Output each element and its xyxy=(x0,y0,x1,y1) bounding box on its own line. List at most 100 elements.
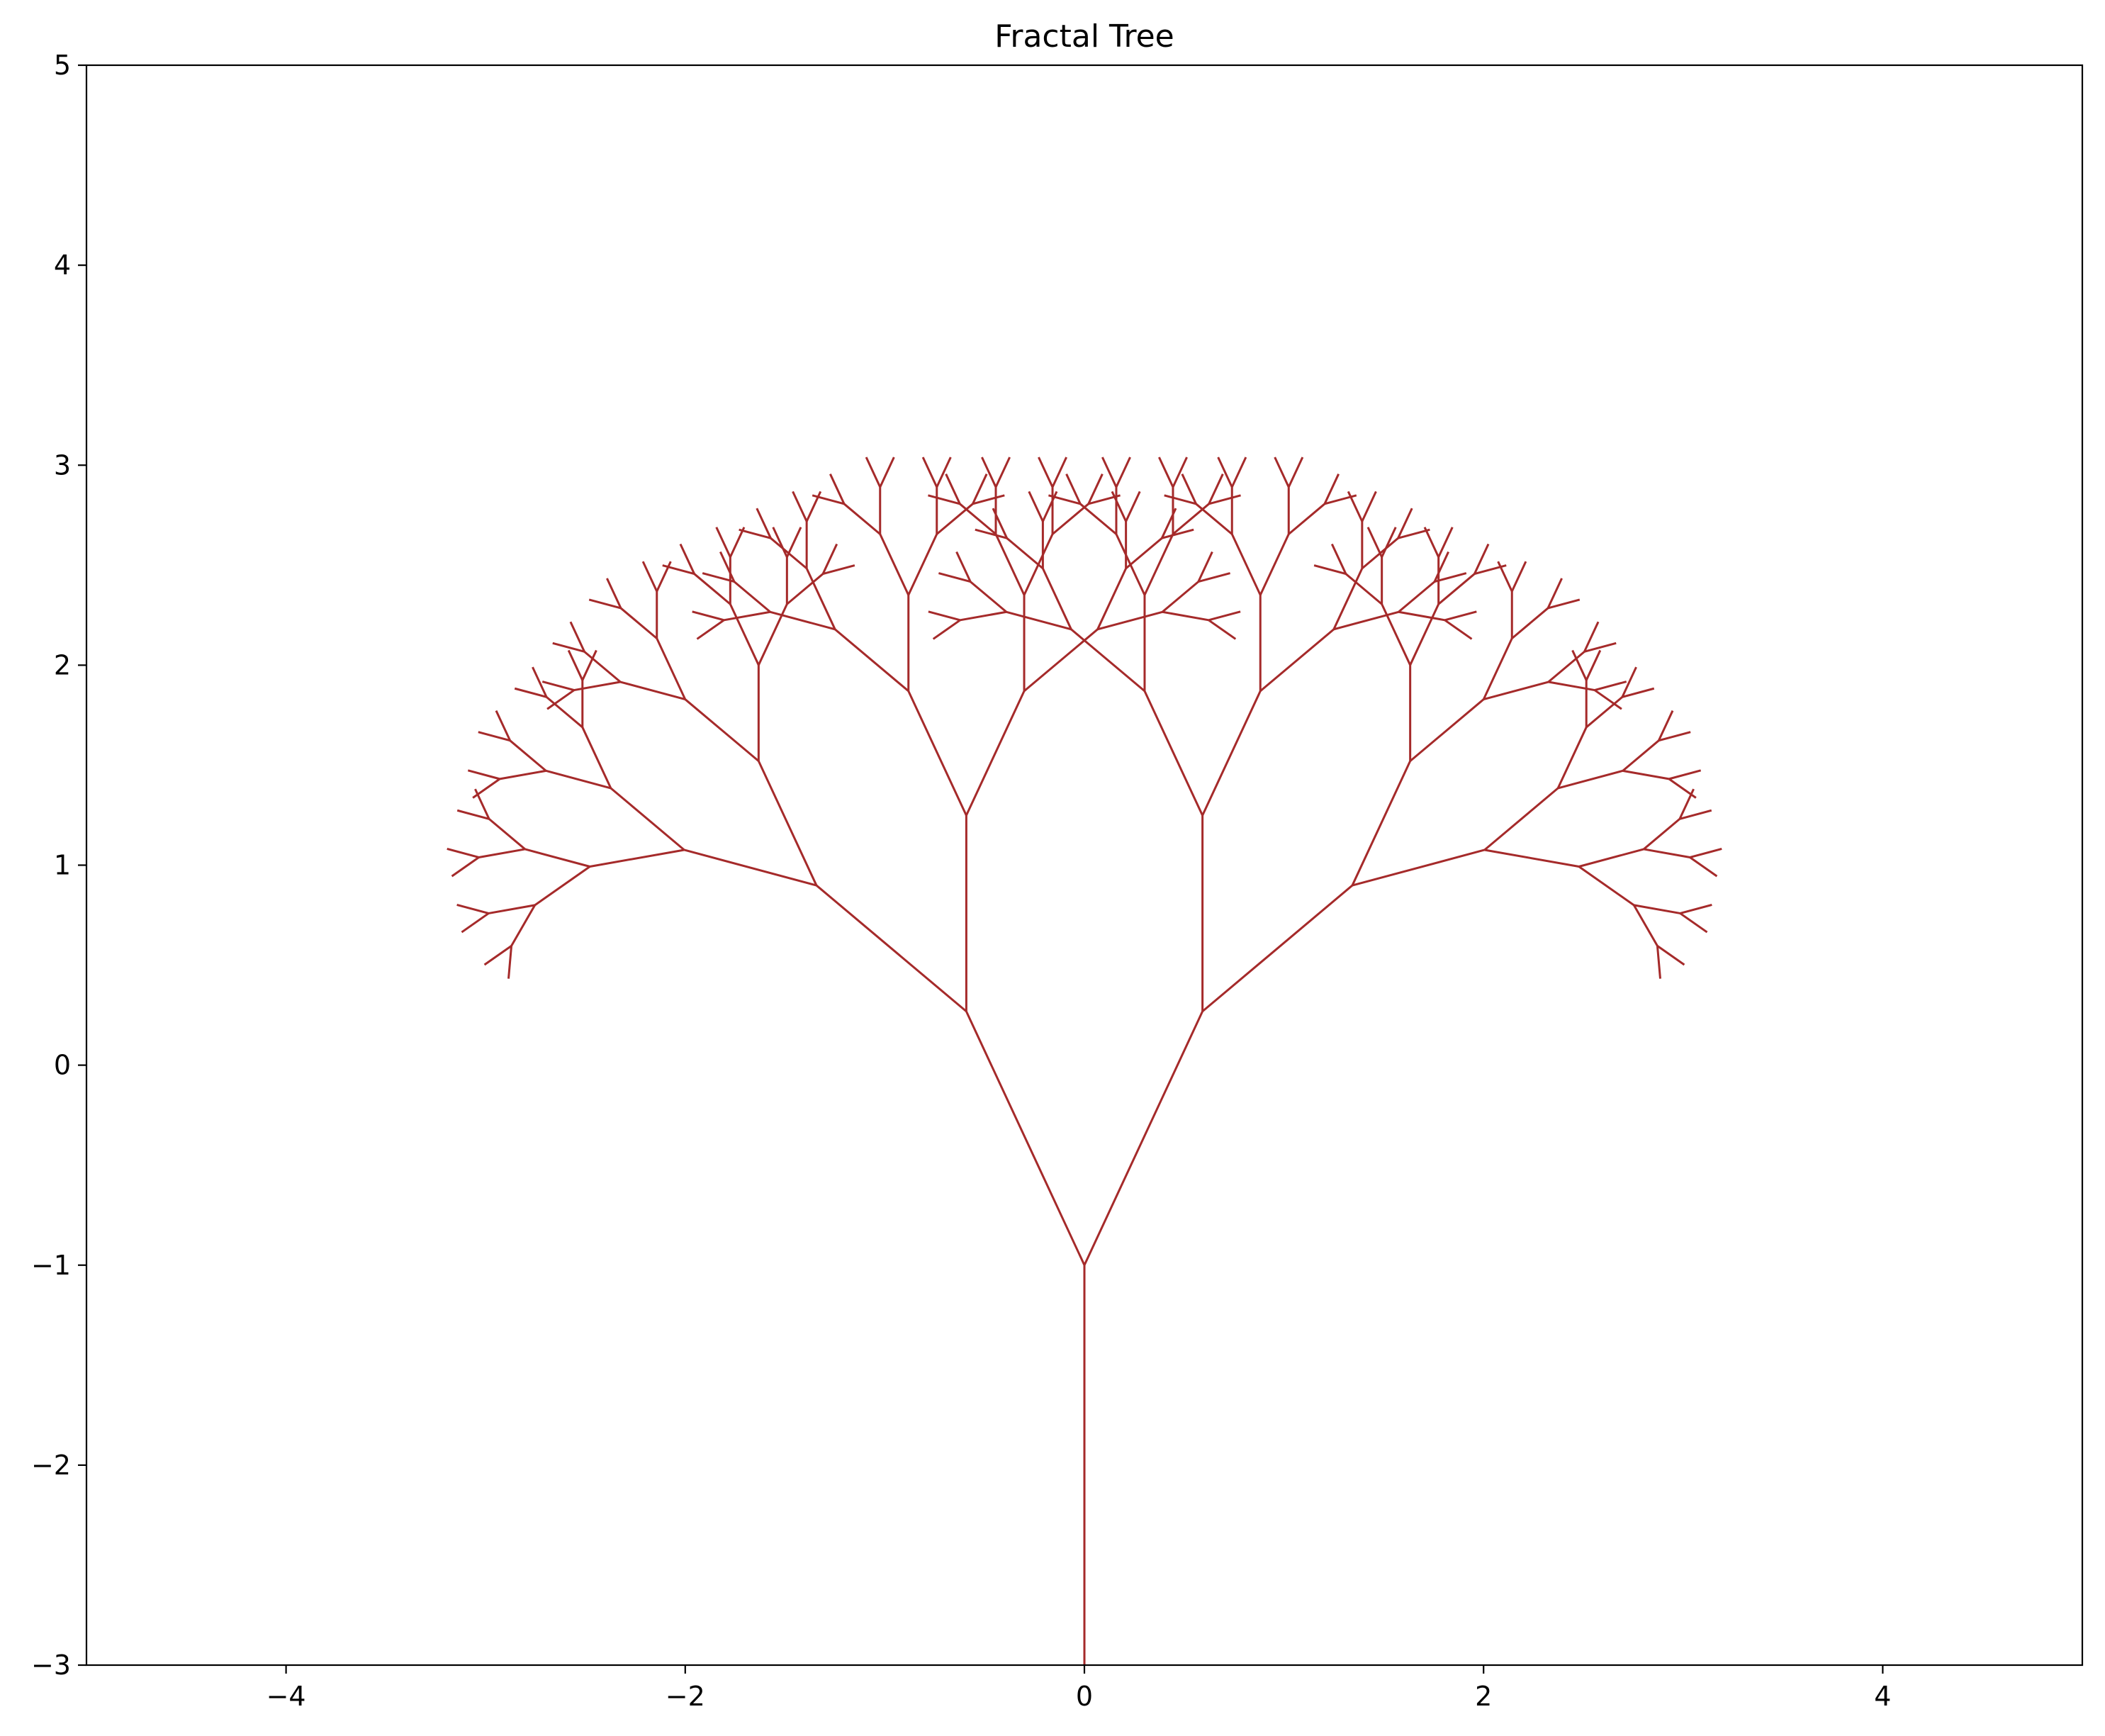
tree-branch xyxy=(1484,849,1580,868)
x-tick-label: 0 xyxy=(1076,1681,1093,1712)
tree-branch xyxy=(1028,491,1044,522)
y-tick-label: 0 xyxy=(54,1050,71,1081)
tree-branch xyxy=(1287,457,1304,488)
tree-branch xyxy=(936,457,952,488)
tree-branch xyxy=(792,491,808,522)
tree-branch xyxy=(696,619,725,640)
tree-branch xyxy=(573,681,621,692)
tree-branch xyxy=(972,474,988,505)
tree-branch xyxy=(805,568,836,630)
tree-branch xyxy=(865,457,882,488)
tree-branch xyxy=(938,572,971,583)
tree-branch xyxy=(692,610,724,622)
tree-branch xyxy=(514,687,547,698)
tree-branch xyxy=(1622,739,1660,772)
tree-branch xyxy=(1658,731,1691,742)
tree-branch xyxy=(1668,769,1702,780)
x-tick-label: −2 xyxy=(666,1681,705,1712)
tree-branch xyxy=(483,945,512,966)
tree-branch xyxy=(975,528,1008,539)
x-tick-label: 2 xyxy=(1475,1681,1492,1712)
tree-branch xyxy=(1164,494,1196,505)
tree-branch xyxy=(1434,572,1467,583)
tree-branch xyxy=(1115,533,1146,596)
tree-branch xyxy=(1656,946,1661,979)
tree-branch xyxy=(1444,610,1477,622)
tree-branch xyxy=(1143,690,1203,816)
tree-branch xyxy=(702,572,735,583)
tree-branch xyxy=(1633,905,1658,947)
tree-branch xyxy=(684,698,760,762)
tree-branch xyxy=(1038,457,1054,488)
tree-branch xyxy=(965,1011,1086,1266)
tree-branch xyxy=(662,564,695,576)
tree-branch xyxy=(488,818,526,851)
tree-branch xyxy=(1195,503,1233,535)
x-tick-label: 4 xyxy=(1874,1681,1891,1712)
tree-branch xyxy=(932,619,961,640)
tree-branch xyxy=(545,769,612,790)
tree-branch xyxy=(724,610,770,622)
tree-branch xyxy=(1679,912,1708,934)
tree-branch xyxy=(729,527,746,558)
tree-branch xyxy=(715,527,731,558)
tree-branch xyxy=(734,581,771,613)
tree-branch xyxy=(610,787,685,851)
tree-branch xyxy=(510,905,536,947)
tree-branch xyxy=(772,527,788,558)
tree-branch xyxy=(588,598,622,610)
tree-branch xyxy=(1622,687,1655,698)
tree-branch xyxy=(1656,945,1685,966)
tree-branch xyxy=(1097,610,1163,631)
tree-branch xyxy=(770,537,808,570)
tree-branch xyxy=(1398,610,1445,622)
tree-branch xyxy=(1622,769,1670,780)
tree-branch xyxy=(1351,761,1412,886)
tree-branch xyxy=(1143,533,1174,596)
tree-branch xyxy=(1547,598,1581,610)
tree-branch xyxy=(1397,508,1413,539)
tree-branch xyxy=(879,533,910,596)
tree-branch xyxy=(1409,698,1485,762)
tree-branch xyxy=(756,508,772,539)
tree-branch xyxy=(1158,457,1174,488)
tree-branch xyxy=(1208,619,1237,640)
tree-branch xyxy=(1366,527,1383,558)
tree-branch xyxy=(1006,537,1044,570)
tree-branch xyxy=(1409,603,1440,666)
tree-branch xyxy=(1181,474,1197,505)
tree-branch xyxy=(1065,474,1082,505)
tree-branch xyxy=(981,457,997,488)
tree-branch xyxy=(1497,561,1513,592)
tree-branch xyxy=(1208,474,1224,505)
tree-branch xyxy=(1198,572,1230,583)
tree-branch xyxy=(1690,848,1722,858)
tree-branch xyxy=(1474,543,1490,575)
tree-branch xyxy=(829,474,846,505)
tree-branch xyxy=(1578,848,1644,868)
tree-branch xyxy=(1571,649,1588,681)
tree-branch xyxy=(1313,564,1347,576)
tree-branch xyxy=(907,533,938,596)
tree-branch xyxy=(785,527,802,558)
tree-branch xyxy=(467,769,500,780)
tree-branch xyxy=(729,603,760,666)
tree-branch xyxy=(965,690,1026,816)
tree-branch xyxy=(567,649,584,681)
tree-branches xyxy=(447,457,1722,1665)
tree-branch xyxy=(786,573,824,605)
tree-branch xyxy=(1274,457,1290,488)
tree-branch xyxy=(1330,543,1347,575)
tree-branch xyxy=(1643,818,1680,851)
tree-branch xyxy=(834,628,909,693)
tree-branch xyxy=(879,457,895,488)
tree-branch xyxy=(1111,491,1127,522)
tree-branch xyxy=(641,561,658,592)
tree-branch xyxy=(1510,561,1527,592)
tree-branch xyxy=(472,778,500,799)
tree-branch xyxy=(495,710,511,741)
tree-branch xyxy=(509,739,547,772)
tree-branch xyxy=(532,666,548,698)
tree-branch xyxy=(1208,610,1241,622)
